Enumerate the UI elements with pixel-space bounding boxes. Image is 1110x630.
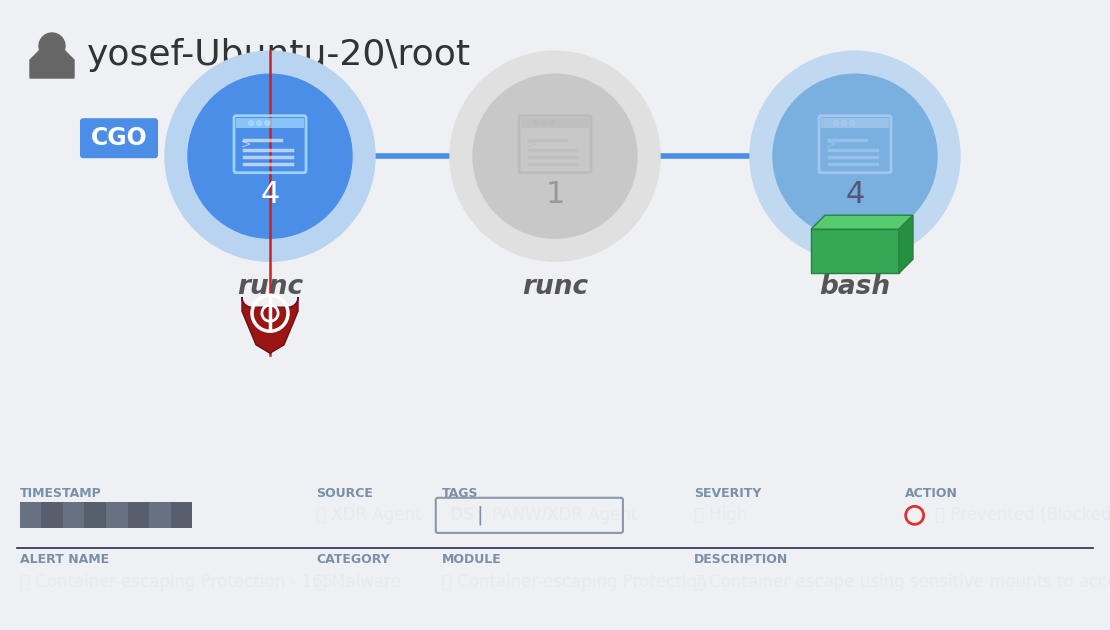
- FancyBboxPatch shape: [41, 502, 63, 529]
- Text: ⎙ Container-escaping Protection - 165...: ⎙ Container-escaping Protection - 165...: [20, 573, 349, 591]
- Text: 1: 1: [545, 180, 565, 209]
- FancyBboxPatch shape: [63, 502, 84, 529]
- FancyBboxPatch shape: [821, 118, 889, 129]
- Text: PANW/XDR Agent: PANW/XDR Agent: [492, 507, 637, 524]
- Circle shape: [542, 120, 546, 125]
- Text: DESCRIPTION: DESCRIPTION: [694, 553, 788, 566]
- Circle shape: [549, 120, 555, 125]
- Circle shape: [834, 120, 838, 125]
- FancyBboxPatch shape: [128, 502, 149, 529]
- Circle shape: [249, 120, 253, 125]
- Text: runc: runc: [522, 274, 588, 301]
- Polygon shape: [30, 50, 74, 78]
- Text: CATEGORY: CATEGORY: [316, 553, 390, 566]
- Text: bash: bash: [819, 274, 890, 301]
- Text: |: |: [477, 506, 484, 525]
- Text: ⎙ Malware: ⎙ Malware: [316, 573, 401, 591]
- Polygon shape: [811, 215, 914, 229]
- Text: ⎙ Container-escaping Protection: ⎙ Container-escaping Protection: [442, 573, 707, 591]
- FancyBboxPatch shape: [171, 502, 192, 529]
- Circle shape: [165, 51, 375, 261]
- Text: >: >: [526, 138, 536, 151]
- Circle shape: [773, 74, 937, 238]
- Text: DS: DS: [450, 507, 475, 524]
- Text: SOURCE: SOURCE: [316, 487, 373, 500]
- Circle shape: [450, 51, 660, 261]
- Circle shape: [473, 74, 637, 238]
- Text: TIMESTAMP: TIMESTAMP: [20, 487, 102, 500]
- Circle shape: [841, 120, 847, 125]
- Polygon shape: [242, 297, 297, 353]
- Text: ⎙ Container escape using sensitive mounts to access filesystem: ⎙ Container escape using sensitive mount…: [694, 573, 1110, 591]
- Circle shape: [256, 120, 262, 125]
- Text: SEVERITY: SEVERITY: [694, 487, 761, 500]
- Polygon shape: [811, 229, 899, 273]
- Text: ⎙ XDR Agent: ⎙ XDR Agent: [316, 507, 422, 524]
- Circle shape: [750, 51, 960, 261]
- Circle shape: [850, 120, 855, 125]
- Circle shape: [39, 33, 65, 59]
- FancyBboxPatch shape: [521, 118, 589, 129]
- Text: ACTION: ACTION: [905, 487, 958, 500]
- Text: >: >: [241, 138, 252, 151]
- FancyBboxPatch shape: [107, 502, 128, 529]
- Text: ⎙ Prevented (Blocked): ⎙ Prevented (Blocked): [935, 507, 1110, 524]
- Circle shape: [188, 74, 352, 238]
- Polygon shape: [899, 215, 914, 273]
- FancyBboxPatch shape: [236, 118, 304, 129]
- Text: runc: runc: [236, 274, 303, 301]
- Text: MODULE: MODULE: [442, 553, 502, 566]
- Text: >: >: [826, 138, 837, 151]
- Circle shape: [265, 120, 270, 125]
- Text: CGO: CGO: [91, 126, 148, 150]
- Circle shape: [534, 120, 538, 125]
- Text: yosef-Ubuntu-20\root: yosef-Ubuntu-20\root: [87, 38, 471, 72]
- Text: 4: 4: [261, 180, 280, 209]
- FancyBboxPatch shape: [149, 502, 171, 529]
- FancyBboxPatch shape: [80, 118, 158, 158]
- Text: ALERT NAME: ALERT NAME: [20, 553, 109, 566]
- Text: TAGS: TAGS: [442, 487, 478, 500]
- FancyBboxPatch shape: [20, 502, 192, 529]
- FancyBboxPatch shape: [84, 502, 107, 529]
- Text: 4: 4: [846, 180, 865, 209]
- FancyBboxPatch shape: [20, 502, 41, 529]
- Text: ⎙ High: ⎙ High: [694, 507, 747, 524]
